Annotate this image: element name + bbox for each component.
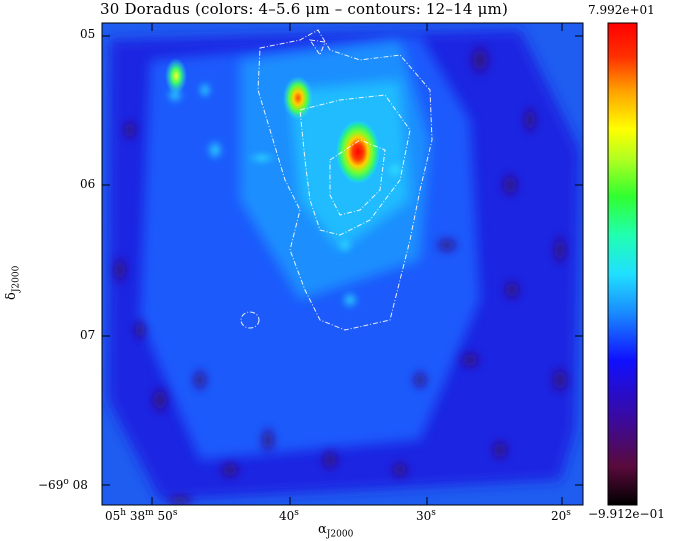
plot-frame [101,22,584,506]
x-axis-label: αJ2000 [318,522,354,540]
x-tick-label: 30s [416,508,436,523]
x-tick-label: 05h 38m 50s [105,508,178,523]
colorbar-min-label: −9.912e−01 [588,507,665,521]
peak-main [336,120,380,184]
y-tick-label: 06 [80,177,96,191]
contours [240,29,433,331]
peak-tertiary [165,58,187,94]
y-tick-label: 07 [80,328,96,342]
x-tick-label: 20s [551,508,571,523]
y-tick-label: −69o 08 [38,477,88,492]
heatmap-image [102,23,583,505]
y-axis-label: δJ2000 [4,265,22,300]
chart-title: 30 Doradus (colors: 4–5.6 μm – contours:… [100,0,508,18]
colorbar [607,22,638,506]
y-tick-label: 05 [80,27,96,41]
peak-secondary [283,76,313,120]
colorbar-max-label: 7.992e+01 [588,3,655,17]
x-tick-label: 40s [279,508,299,523]
tick-marks [102,23,583,505]
